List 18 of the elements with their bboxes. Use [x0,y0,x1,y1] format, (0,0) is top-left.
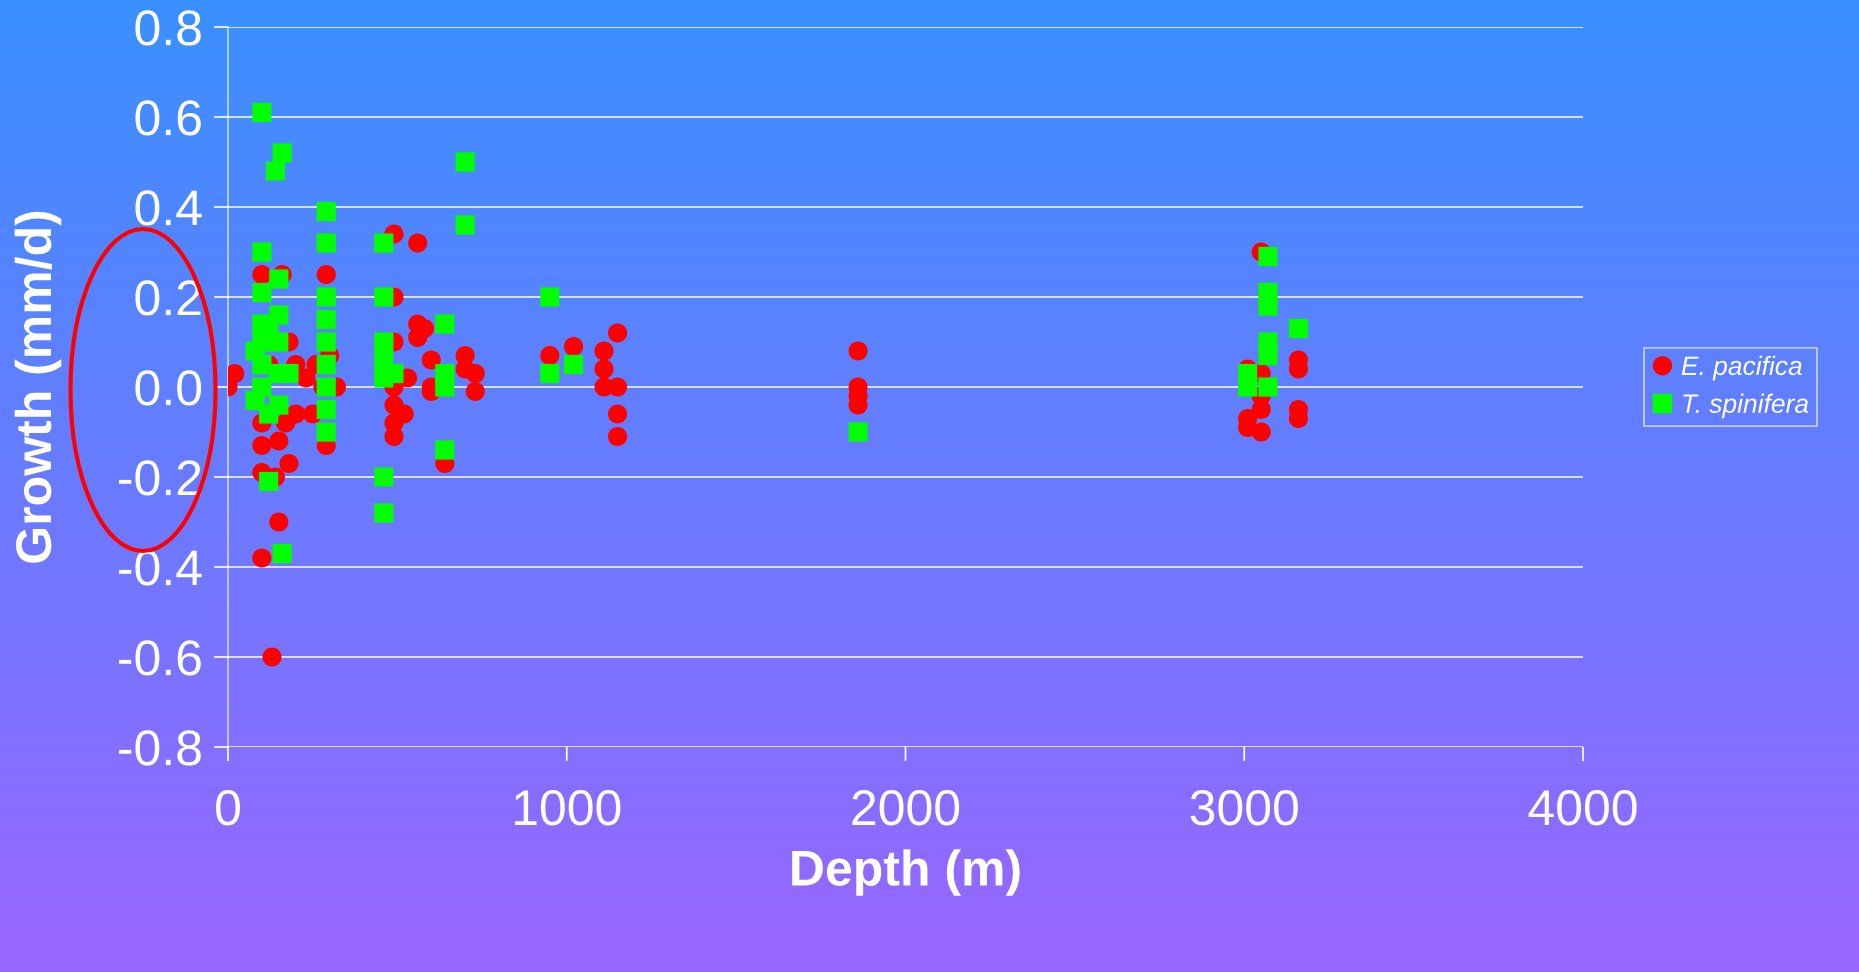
y-tick-label: -0.8 [119,730,201,766]
x-tick-label: 3000 [1190,789,1298,826]
y-tick-label: 0.8 [135,10,201,46]
x-tick-label: 1000 [514,789,621,826]
y-tick-label: 0.4 [135,190,202,226]
y-tick-label: 0.0 [135,370,202,406]
x-tick-label: 0 [216,789,240,826]
y-axis-title: Growth (mm/d) [14,211,62,563]
x-tick-label: 4000 [1528,789,1637,826]
y-tick-label: -0.4 [119,550,202,586]
y-tick-label: 0.6 [135,100,201,136]
legend-label: E. pacifica [1681,355,1802,381]
y-tick-label: -0.6 [119,640,201,676]
y-tick-label: 0.2 [135,280,201,316]
legend-label: T. spinifera [1683,393,1809,419]
y-tick-label: -0.2 [119,460,201,496]
x-axis-title: Depth (m) [792,849,1020,896]
x-tick-label: 2000 [852,789,960,826]
